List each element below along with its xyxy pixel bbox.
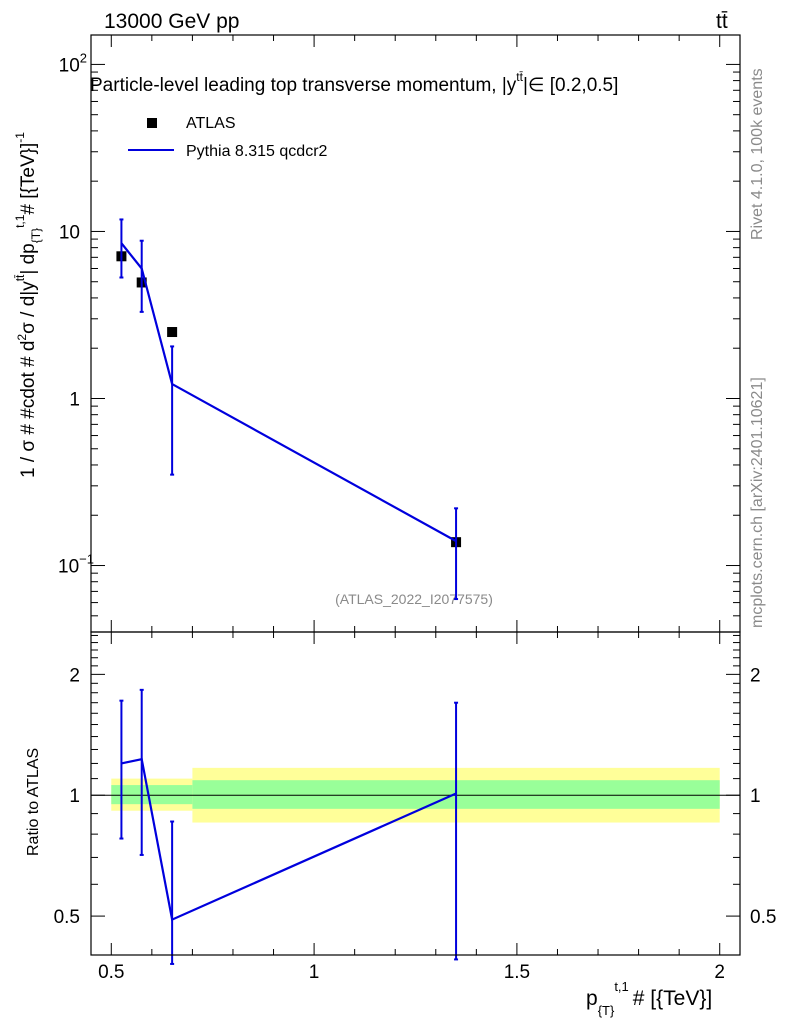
main-plot-area: 102 10 1 10−1 xyxy=(58,35,740,633)
plot-title-tail: |∈ [0.2,0.5] xyxy=(523,75,618,96)
legend-atlas-label: ATLAS xyxy=(186,115,236,132)
x-tick-label: 0.5 xyxy=(98,962,124,983)
legend-atlas-marker xyxy=(147,118,157,128)
x-label-sub: {T} xyxy=(598,1003,615,1018)
ratio-y-tick-label-right: 1 xyxy=(750,786,761,807)
main-y-axis-label: 1 / σ # #cdot # d2σ / d|ytt̄| dp{T}t,1# … xyxy=(13,132,43,478)
analysis-watermark: (ATLAS_2022_I2077575) xyxy=(335,591,493,607)
x-axis-label: p{T} t,1 # [{TeV}] xyxy=(586,979,712,1018)
x-label-main: p xyxy=(586,987,598,1010)
pythia-line xyxy=(120,242,457,543)
ratio-y-tick-label-left: 0.5 xyxy=(54,907,80,928)
ratio-plot-frame xyxy=(90,631,741,956)
ratio-y-tick-label-left: 2 xyxy=(69,665,80,686)
legend-pythia-label: Pythia 8.315 qcdcr2 xyxy=(186,143,328,160)
ratio-y-axis-label: Ratio to ATLAS xyxy=(25,748,42,856)
x-tick-label: 1 xyxy=(309,962,320,983)
plot-title-sup: tt̄ xyxy=(516,70,523,84)
ratio-y-tick-label-left: 1 xyxy=(69,786,80,807)
x-tick-label: 2 xyxy=(714,962,725,983)
y-tick-label: 102 xyxy=(59,50,87,76)
y-label-b: σ / d|y xyxy=(18,281,39,334)
pythia-ratio-line xyxy=(121,757,457,922)
plot-title: Particle-level leading top transverse mo… xyxy=(90,70,618,96)
x-label-sup: t,1 xyxy=(614,979,628,994)
rivet-version-label: Rivet 4.1.0, 100k events xyxy=(749,68,766,240)
plot-title-main: Particle-level leading top transverse mo… xyxy=(90,75,517,96)
x-label-tail: # [{TeV}] xyxy=(633,987,712,1010)
y-label-d: # [{TeV}] xyxy=(18,143,39,215)
y-tick-label: 10−1 xyxy=(58,552,94,578)
y-tick-label: 10 xyxy=(59,222,80,243)
energy-label: 13000 GeV pp xyxy=(104,10,239,33)
y-tick-label: 1 xyxy=(69,389,80,410)
ratio-y-tick-label-right: 0.5 xyxy=(750,907,776,928)
x-tick-label: 1.5 xyxy=(504,962,530,983)
y-label-a: 1 / σ # #cdot # d xyxy=(18,341,39,478)
atlas-data-point xyxy=(167,327,178,338)
ratio-plot-area: 0.5 1 1.5 2 0.5 0.5 1 1 2 2 xyxy=(54,632,776,983)
process-label: tt̄ xyxy=(716,10,728,33)
ratio-band-inner xyxy=(111,785,193,805)
ratio-y-tick-label-right: 2 xyxy=(750,665,761,686)
y-label-c: | dp xyxy=(18,243,39,274)
mcplots-label: mcplots.cern.ch [arXiv:2401.10621] xyxy=(749,377,766,628)
